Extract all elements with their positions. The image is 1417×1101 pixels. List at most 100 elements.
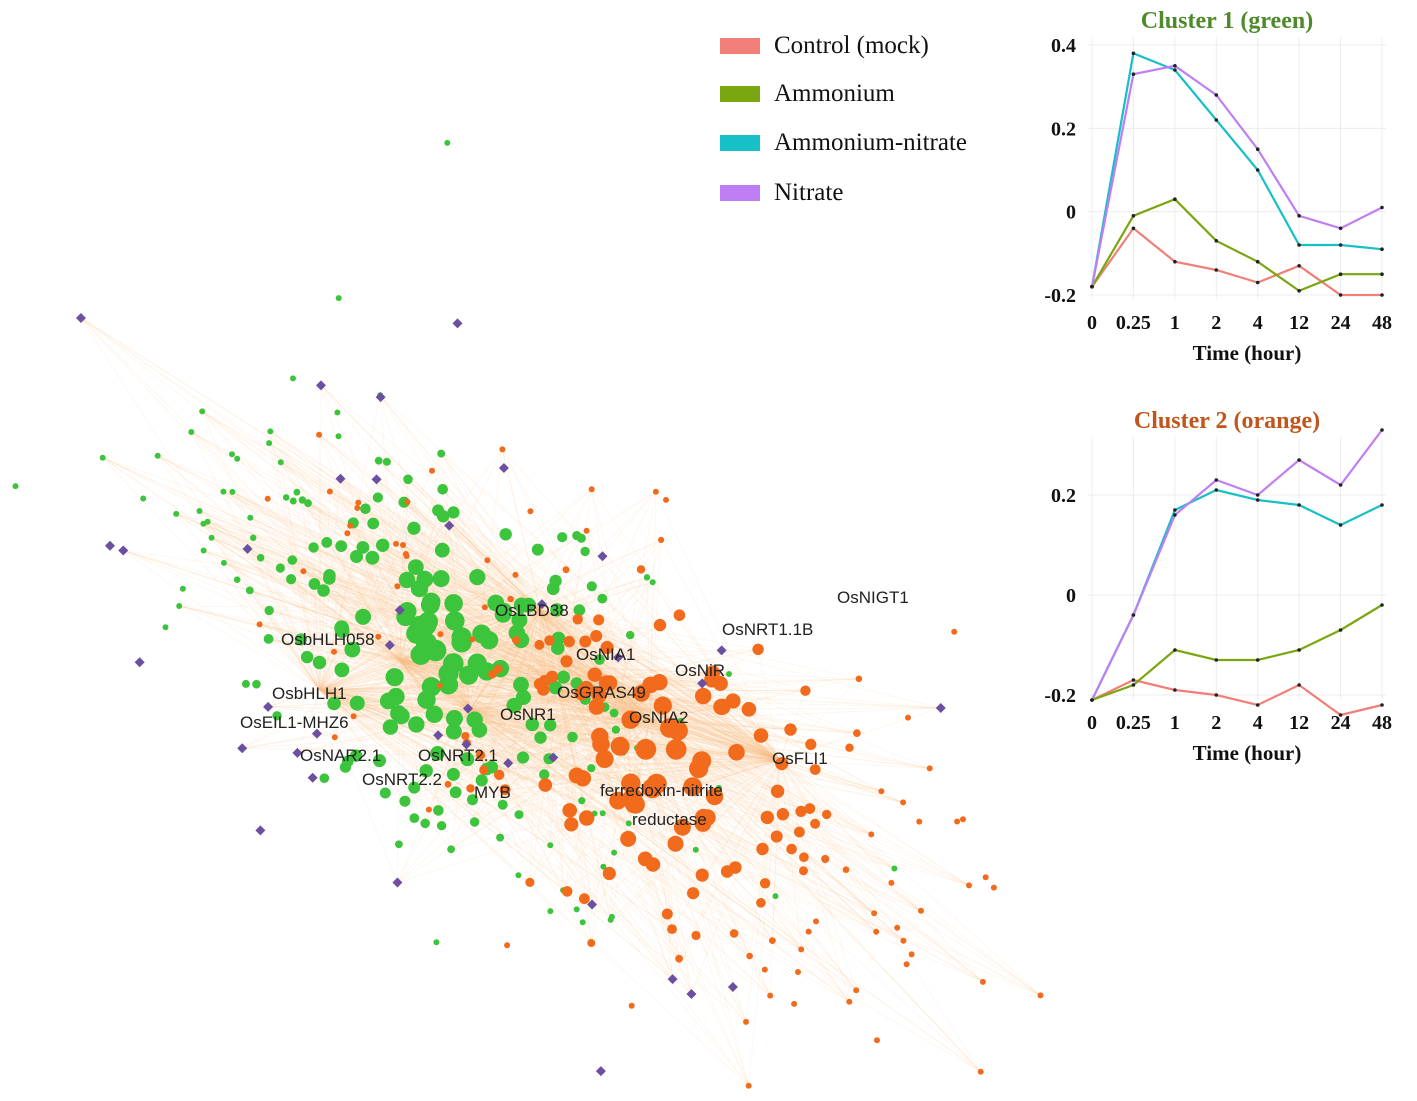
cluster2-node [977, 1068, 984, 1075]
network-edge [469, 709, 875, 914]
network-edge [559, 689, 643, 752]
network-edge [649, 678, 859, 721]
network-edge [80, 317, 541, 611]
network-edge [599, 736, 781, 761]
cluster2-node [494, 664, 503, 674]
network-edge [203, 523, 471, 711]
network-edge [399, 659, 806, 692]
network-edge [399, 659, 430, 810]
data-point [1173, 64, 1177, 68]
cluster1-node [409, 813, 420, 823]
data-point [1297, 214, 1301, 218]
cluster2-node [583, 527, 590, 534]
network-edge [615, 729, 781, 761]
network-edge [559, 689, 588, 819]
network-edge [318, 434, 541, 611]
cluster2-node [633, 684, 650, 702]
cluster2-node [425, 806, 432, 813]
cluster1-node [531, 543, 544, 556]
network-edge [585, 641, 651, 721]
cluster1-node [496, 833, 505, 842]
network-edge [382, 545, 401, 661]
network-edge [619, 689, 827, 815]
network-edge [502, 449, 561, 691]
data-point [1338, 272, 1343, 277]
network-edge [529, 719, 651, 883]
cluster1-node [342, 755, 354, 768]
network-edge [779, 759, 984, 983]
network-edge [678, 759, 781, 959]
network-edge [319, 689, 485, 771]
network-edge [469, 709, 615, 714]
cluster1-node [547, 842, 554, 849]
network-edge [619, 689, 693, 787]
cluster1-node [407, 559, 424, 575]
network-edge [544, 689, 561, 786]
network-edge [378, 460, 541, 611]
network-edge [291, 578, 651, 721]
network-edge [469, 692, 642, 711]
network-edge [402, 544, 561, 691]
network-edge [268, 638, 561, 691]
network-edge [399, 659, 904, 942]
network-edge [491, 689, 561, 768]
network-edge [440, 453, 651, 721]
cluster2-node [759, 878, 771, 889]
cluster2-node [593, 614, 605, 626]
gene-label-osbhlh058: OsbHLH058 [281, 630, 375, 649]
cluster2-node [512, 571, 519, 578]
cluster2-line-chart: Cluster 2 (orange)0.20-0.20 0.25 1 2 4 12 24 48… [1044, 408, 1392, 765]
cluster1-node [162, 624, 169, 631]
cluster1-node [557, 670, 570, 684]
cluster1-node [173, 510, 180, 517]
network-edge [539, 609, 541, 738]
data-point [1380, 293, 1384, 297]
network-edge [469, 709, 981, 1073]
cluster2-node [591, 727, 609, 746]
network-edge [372, 557, 401, 661]
cluster1-node [286, 574, 297, 585]
network-edge [649, 719, 680, 959]
network-edge [319, 642, 427, 691]
network-edge [520, 639, 651, 721]
cluster2-node [436, 682, 443, 689]
cluster2-node [562, 803, 577, 818]
network-edge [649, 719, 930, 769]
network-edge [379, 395, 561, 691]
network-edge [649, 719, 1041, 996]
cluster2-node [511, 635, 521, 645]
network-edge [469, 603, 543, 711]
network-edge [191, 431, 781, 761]
cluster2-node [637, 851, 653, 867]
network-edge [659, 681, 781, 761]
network-edge [469, 641, 586, 711]
network-edge [559, 539, 662, 691]
network-edge [397, 709, 471, 883]
network-edge [402, 544, 621, 691]
network-edge [323, 590, 401, 661]
regulator-node [237, 743, 248, 754]
network-edge [268, 638, 321, 691]
network-edge [447, 689, 561, 785]
network-edge [566, 661, 651, 721]
cluster1-node [551, 641, 565, 655]
cluster2-node [767, 992, 774, 999]
network-edge [559, 689, 577, 776]
network-edge [539, 609, 680, 959]
network-edge [540, 689, 561, 738]
network-edge [223, 562, 541, 611]
network-edge [469, 709, 763, 850]
network-edge [241, 689, 321, 749]
network-edge [539, 609, 859, 680]
network-edge [440, 453, 541, 611]
data-point [1255, 658, 1260, 662]
network-edge [486, 689, 561, 770]
data-point [1255, 147, 1260, 151]
network-edge [157, 455, 561, 691]
network-edge [619, 689, 782, 764]
network-edge [319, 689, 670, 729]
cluster1-node [154, 452, 161, 459]
series-line [1091, 604, 1383, 702]
cluster1-node [410, 579, 429, 598]
network-edge [450, 689, 621, 850]
